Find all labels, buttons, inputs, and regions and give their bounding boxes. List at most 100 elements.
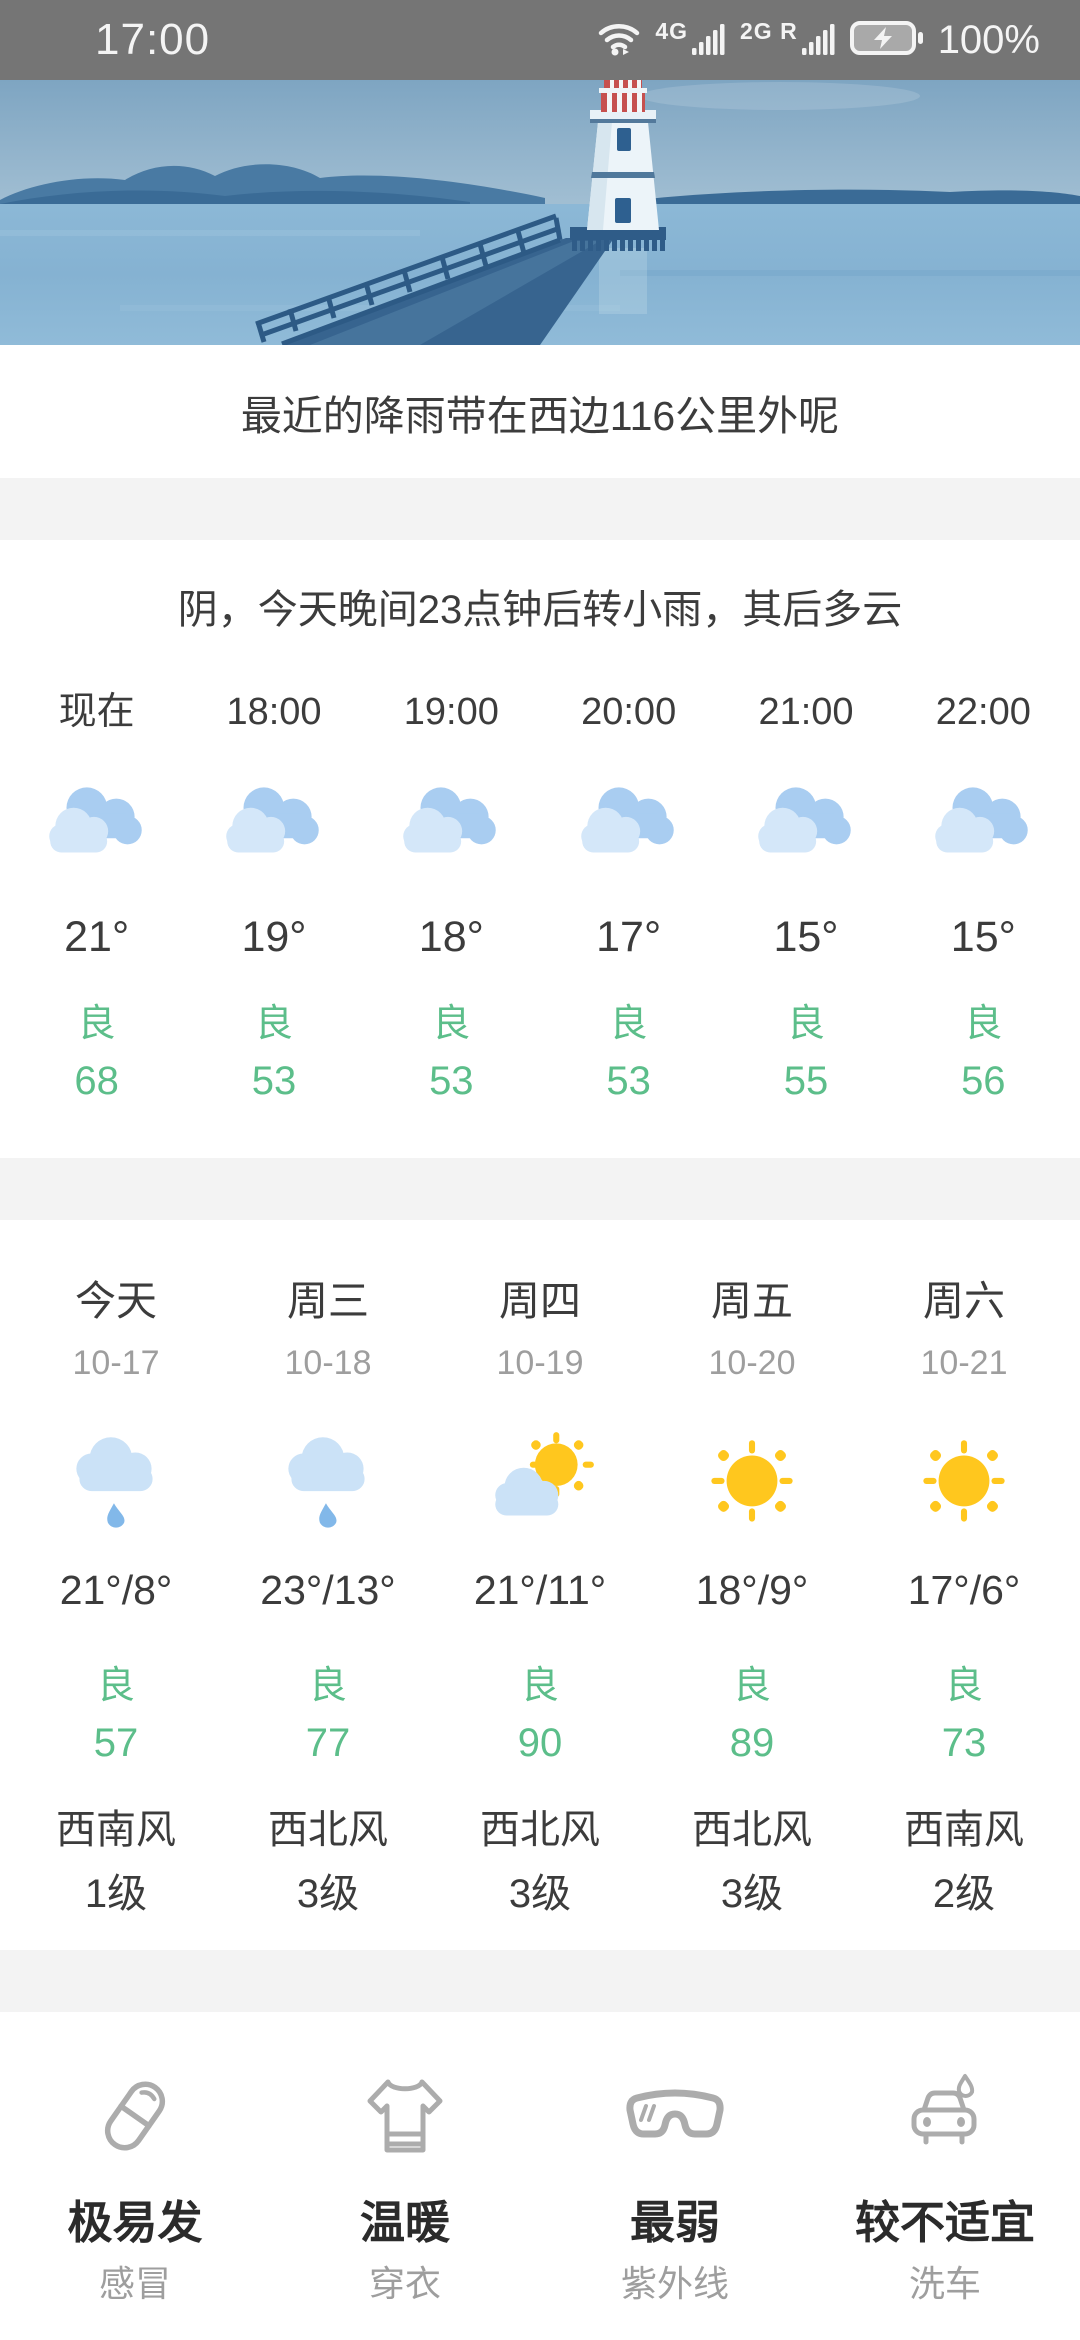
day-date: 10-17 — [72, 1344, 160, 1382]
aqi-value: 89 — [729, 1721, 775, 1765]
battery-percent-text: 100% — [937, 17, 1040, 62]
day-name[interactable]: 周五 — [711, 1278, 793, 1324]
cloudy-icon — [540, 762, 717, 882]
aqi-level: 良 — [254, 1003, 293, 1045]
pill-icon[interactable] — [0, 2068, 270, 2164]
signal-bars-icon — [692, 20, 726, 61]
network-4g: 4G — [655, 18, 726, 61]
aqi-level: 良 — [308, 1665, 347, 1707]
aqi-level: 良 — [77, 1003, 116, 1045]
aqi-level: 良 — [964, 1003, 1003, 1045]
hourly-time: 19:00 — [403, 691, 499, 733]
day-date: 10-18 — [284, 1344, 372, 1382]
hourly-temp: 17° — [596, 913, 662, 961]
daily-wind-dir-row: 西南风 西北风 西北风 西北风 西南风 — [0, 1770, 1080, 1856]
hourly-temp: 18° — [418, 913, 484, 961]
wind-level: 3级 — [296, 1872, 360, 1916]
hourly-time: 20:00 — [581, 691, 677, 733]
daily-date-row: 10-17 10-18 10-19 10-20 10-21 — [0, 1328, 1080, 1386]
day-temps: 18°/9° — [695, 1567, 809, 1613]
aqi-value: 57 — [93, 1721, 139, 1765]
daily-icons-row — [0, 1386, 1080, 1546]
aqi-level: 良 — [96, 1665, 135, 1707]
wifi-icon — [597, 19, 641, 62]
car-icon[interactable] — [810, 2068, 1080, 2164]
network-2g-label: 2G R — [740, 17, 798, 44]
aqi-level: 良 — [609, 1003, 648, 1045]
life-index-level: 最弱 — [629, 2197, 720, 2248]
day-name[interactable]: 周三 — [287, 1278, 369, 1324]
life-index-section: 极易发 温暖 最弱 较不适宜 感冒 穿衣 紫外线 洗车 — [0, 2012, 1080, 2308]
wind-level: 1级 — [84, 1872, 148, 1916]
hourly-forecast-section: 阴，今天晚间23点钟后转小雨，其后多云 现在 18:00 19:00 20:00… — [0, 540, 1080, 1158]
cloudy-icon — [8, 762, 185, 882]
day-temps: 17°/6° — [907, 1567, 1021, 1613]
wind-direction: 西南风 — [56, 1808, 176, 1852]
aqi-level: 良 — [944, 1665, 983, 1707]
wind-level: 2级 — [932, 1872, 996, 1916]
daily-forecast-section: 今天 周三 周四 周五 周六 10-17 10-18 10-19 10-20 1… — [0, 1220, 1080, 1950]
goggles-icon[interactable] — [540, 2068, 810, 2164]
day-name[interactable]: 周六 — [923, 1278, 1005, 1324]
wind-direction: 西南风 — [904, 1808, 1024, 1852]
sunny-icon — [858, 1424, 1070, 1546]
light-rain-icon — [222, 1424, 434, 1546]
aqi-value: 73 — [941, 1721, 987, 1765]
signal-bars-icon — [801, 20, 836, 61]
aqi-value: 90 — [517, 1721, 563, 1765]
wind-direction: 西北风 — [480, 1808, 600, 1852]
section-divider — [0, 1158, 1080, 1220]
hourly-aqi-value-row: 68 53 53 53 55 56 — [0, 1050, 1080, 1108]
wind-level: 3级 — [508, 1872, 572, 1916]
hourly-time: 18:00 — [226, 691, 322, 733]
life-labels-row: 感冒 穿衣 紫外线 洗车 — [0, 2252, 1080, 2308]
lighthouse-scene-graphic — [0, 80, 1080, 345]
day-temps: 21°/8° — [59, 1567, 173, 1613]
life-index-label: 紫外线 — [620, 2263, 729, 2304]
wind-level: 3级 — [720, 1872, 784, 1916]
aqi-value: 53 — [606, 1059, 651, 1103]
wind-direction: 西北风 — [268, 1808, 388, 1852]
daily-aqi-level-row: 良 良 良 良 良 — [0, 1618, 1080, 1712]
partly-sunny-icon — [434, 1424, 646, 1546]
life-index-level: 温暖 — [359, 2197, 450, 2248]
day-name[interactable]: 周四 — [499, 1278, 581, 1324]
status-bar: 17:00 4G — [0, 0, 1080, 80]
life-index-label: 感冒 — [98, 2263, 171, 2304]
hourly-time: 22:00 — [935, 691, 1031, 733]
day-temps: 21°/11° — [473, 1567, 607, 1613]
hourly-temp: 19° — [241, 913, 307, 961]
aqi-value: 68 — [74, 1059, 119, 1103]
life-index-level: 极易发 — [67, 2197, 203, 2248]
aqi-value: 53 — [251, 1059, 297, 1103]
cloudy-icon — [363, 762, 540, 882]
clock-text: 17:00 — [95, 15, 211, 64]
aqi-level: 良 — [520, 1665, 559, 1707]
aqi-level: 良 — [732, 1665, 771, 1707]
cloudy-icon — [185, 762, 362, 882]
hourly-icons-row — [0, 738, 1080, 882]
wind-direction: 西北风 — [692, 1808, 812, 1852]
hourly-time: 21:00 — [758, 691, 854, 733]
light-rain-icon — [10, 1424, 222, 1546]
life-icons-row — [0, 2012, 1080, 2164]
aqi-value: 77 — [305, 1721, 351, 1765]
daily-aqi-value-row: 57 77 90 89 73 — [0, 1712, 1080, 1770]
hero-lighthouse-image — [0, 80, 1080, 345]
daily-day-row: 今天 周三 周四 周五 周六 — [0, 1220, 1080, 1328]
life-index-label: 穿衣 — [368, 2263, 441, 2304]
hourly-temp: 15° — [773, 913, 839, 961]
hourly-aqi-level-row: 良 良 良 良 良 良 — [0, 966, 1080, 1050]
daily-wind-level-row: 1级 3级 3级 3级 2级 — [0, 1856, 1080, 1920]
aqi-value: 53 — [429, 1059, 474, 1103]
aqi-level: 良 — [786, 1003, 825, 1045]
cloudy-icon — [717, 762, 894, 882]
day-name[interactable]: 今天 — [75, 1278, 157, 1324]
aqi-value: 55 — [783, 1059, 829, 1103]
life-index-level: 较不适宜 — [854, 2197, 1035, 2248]
hourly-time: 现在 — [58, 691, 135, 733]
day-temps: 23°/13° — [260, 1567, 396, 1613]
tshirt-icon[interactable] — [270, 2068, 540, 2164]
forecast-summary-text: 阴，今天晚间23点钟后转小雨，其后多云 — [177, 588, 903, 632]
